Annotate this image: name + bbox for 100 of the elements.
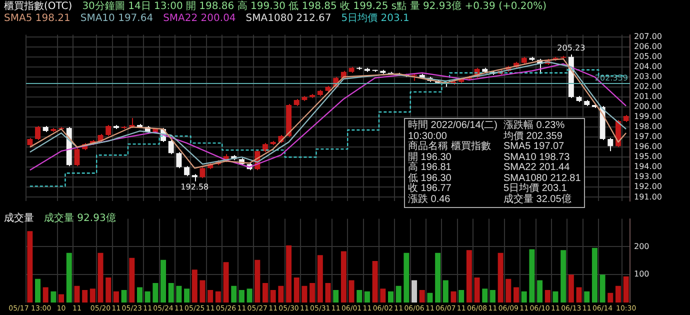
candlestick <box>608 138 614 152</box>
bar <box>200 280 206 303</box>
text: SMA5 198.21 <box>4 13 70 24</box>
bar <box>592 248 598 303</box>
bar <box>521 291 527 303</box>
bar <box>208 290 214 303</box>
y-tick-label: 207.00 <box>634 32 662 41</box>
bar <box>310 283 316 303</box>
annotation: 192.58 <box>180 182 209 192</box>
y-tick-label: 204.00 <box>634 62 662 71</box>
bar <box>450 291 456 303</box>
annotation: 收 196.77 <box>408 183 452 194</box>
bar <box>294 277 300 303</box>
bar <box>98 252 104 303</box>
candlestick <box>168 140 174 155</box>
bar <box>380 288 386 303</box>
bar <box>302 286 308 303</box>
bar <box>223 262 229 303</box>
bar <box>82 290 88 303</box>
annotation: 205.23 <box>557 44 586 53</box>
annotation: 漲跌 0.46 <box>408 194 452 205</box>
bar <box>412 280 418 303</box>
bar <box>396 286 402 303</box>
y-tick-label: 200 <box>634 242 650 251</box>
y-tick-label: 205.00 <box>634 52 662 61</box>
bar <box>168 283 174 303</box>
legend-label: SMA1080 212.67 <box>246 13 332 24</box>
bar <box>144 291 150 303</box>
y-tick-label: 200.00 <box>634 102 662 112</box>
text: 5日均價 203.1 <box>341 13 410 24</box>
bar <box>568 274 574 303</box>
bar <box>560 250 566 303</box>
chart-title: 成交量 <box>4 213 34 224</box>
bar <box>254 260 260 303</box>
candlestick <box>262 142 268 153</box>
bar <box>498 252 504 303</box>
bar <box>317 255 323 303</box>
bar <box>442 280 448 303</box>
bar <box>246 288 252 303</box>
bar <box>50 291 56 303</box>
bar <box>490 290 496 303</box>
bar <box>152 283 158 303</box>
bar <box>466 250 472 303</box>
text: SMA22 200.04 <box>163 13 236 24</box>
y-tick-label: 196.00 <box>634 142 662 152</box>
annotation: 低 196.30 <box>408 172 452 184</box>
bar <box>537 280 543 303</box>
bar <box>340 251 346 303</box>
bar <box>474 277 480 303</box>
bar <box>35 278 41 303</box>
bar <box>184 288 190 303</box>
y-tick-label: 206.00 <box>634 42 662 51</box>
y-tick-label: 201.00 <box>634 92 662 102</box>
y-tick-label: 198.00 <box>634 122 662 132</box>
y-tick-label: 202.00 <box>634 82 662 92</box>
annotation: 5日均價 203.1 <box>504 183 567 194</box>
bar <box>129 258 135 303</box>
annotation: 均價 202.359 <box>504 130 564 142</box>
bar <box>419 290 425 303</box>
bar <box>435 252 441 303</box>
chart-subtitle: 30分鐘圖 14日 13:00 開 198.86 高 199.30 低 198.85 收 199.25 s點 量 92.93億 +0.39 (+0.20%) <box>82 1 547 12</box>
annotation: 漲跌幅 0.23% <box>504 120 566 131</box>
bar <box>262 283 268 303</box>
ref-line-label: 202.359 <box>594 74 628 83</box>
annotation: 10:30:00 <box>408 130 448 142</box>
bar <box>427 292 433 303</box>
candlestick <box>176 152 182 169</box>
bar <box>333 290 339 303</box>
bar <box>576 287 582 303</box>
annotation: SMA10 198.73 <box>504 152 571 163</box>
bar <box>372 260 378 303</box>
bar <box>514 287 520 303</box>
bar <box>176 286 182 303</box>
bar <box>238 290 244 303</box>
y-tick-label: 197.00 <box>634 132 662 142</box>
bar <box>458 290 464 303</box>
y-tick-label: 100 <box>634 270 650 279</box>
bar <box>615 286 621 303</box>
annotation: 時間 2022/06/14(二) <box>408 120 498 132</box>
annotation: 開 196.30 <box>408 152 452 162</box>
candlestick <box>106 124 112 137</box>
chart-subtitle: 成交量 92.93億 <box>44 213 116 224</box>
annotation: 商品名稱 櫃買指數 <box>408 141 492 152</box>
bar <box>404 252 410 303</box>
bar <box>356 290 362 303</box>
bar <box>113 291 119 303</box>
y-tick-label: 194.00 <box>634 162 662 172</box>
y-tick-label: 192.00 <box>634 182 662 192</box>
candlestick <box>184 166 190 177</box>
bar <box>90 288 96 303</box>
chart-title: 櫃買指數(OTC) <box>4 1 72 12</box>
bar <box>388 291 394 303</box>
bar <box>600 274 606 303</box>
y-tick-label: 195.00 <box>634 152 662 162</box>
y-tick-label: 193.00 <box>634 172 662 182</box>
y-tick-label: 203.00 <box>634 72 662 81</box>
bar <box>106 277 112 303</box>
bar <box>270 290 276 303</box>
text: SMA10 197.64 <box>80 13 154 24</box>
annotation: 成交量 32.05億 <box>504 194 572 205</box>
